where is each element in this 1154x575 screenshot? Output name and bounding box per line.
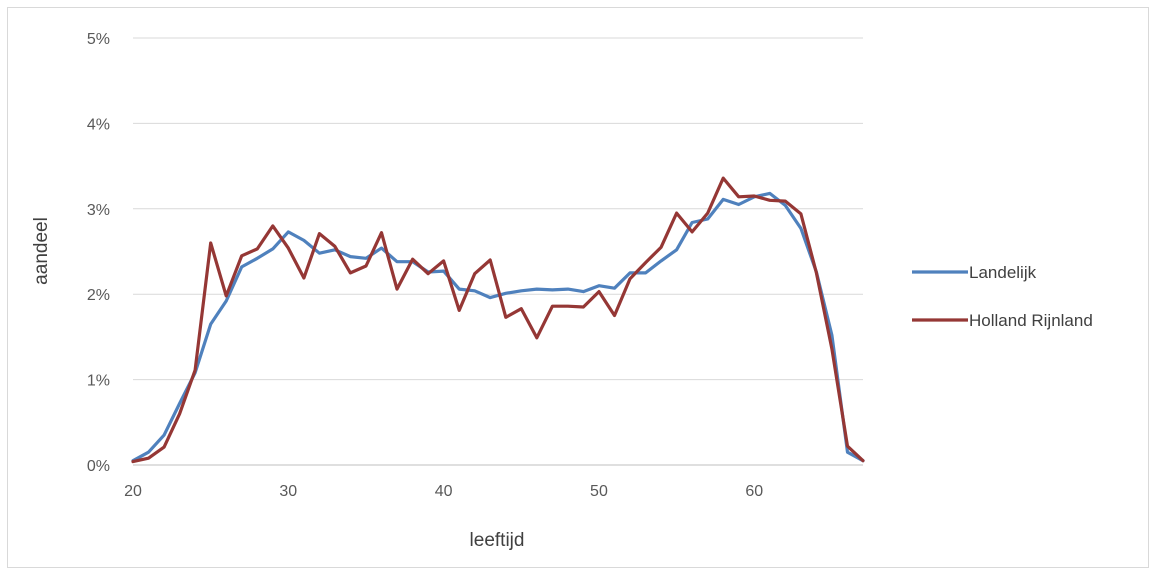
legend-label: Holland Rijnland <box>969 311 1093 330</box>
series-line-landelijk <box>131 191 865 463</box>
y-tick-label: 0% <box>87 458 110 475</box>
legend: Landelijk Holland Rijnland <box>912 263 1093 330</box>
y-tick-label: 4% <box>87 116 110 133</box>
y-axis-tick-labels: 0% 1% 2% 3% 4% 5% <box>87 31 110 475</box>
x-tick-label: 40 <box>435 483 453 500</box>
x-axis-title: leeftijd <box>470 530 525 551</box>
x-tick-label: 50 <box>590 483 608 500</box>
y-tick-label: 5% <box>87 31 110 48</box>
y-axis-title: aandeel <box>31 217 52 285</box>
y-tick-label: 2% <box>87 287 110 304</box>
chart-frame <box>7 7 1149 568</box>
legend-label: Landelijk <box>969 263 1037 282</box>
y-tick-label: 1% <box>87 373 110 390</box>
x-tick-label: 30 <box>279 483 297 500</box>
y-tick-label: 3% <box>87 202 110 219</box>
x-tick-label: 20 <box>124 483 142 500</box>
x-axis-tick-labels: 20 30 40 50 60 <box>124 483 763 500</box>
x-tick-label: 60 <box>745 483 763 500</box>
gridlines <box>133 37 863 466</box>
series-lines <box>131 176 865 464</box>
series-line-holland-rijnland <box>131 176 865 464</box>
